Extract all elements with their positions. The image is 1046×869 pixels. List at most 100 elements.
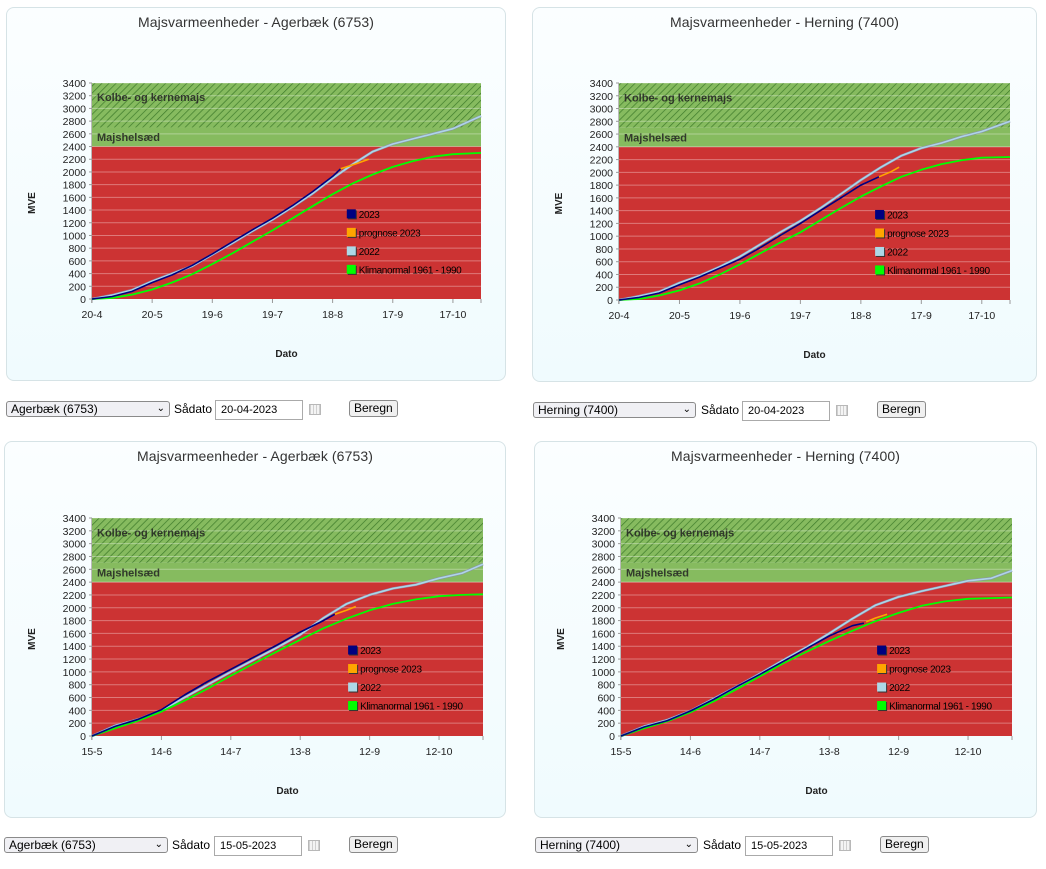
x-tick-label: 20-5 (669, 310, 690, 322)
legend-swatch-prognose-2023 (348, 664, 358, 674)
y-tick-label: 0 (80, 294, 86, 306)
legend-swatch-prognose-2023 (877, 664, 887, 674)
chevron-down-icon: ⌄ (154, 839, 163, 850)
series-line-prognose-2023 (334, 605, 357, 615)
chart-agerbaek-may: Kolbe- og kernemajs Majshelsæd 02004006008… (27, 513, 484, 797)
station-select[interactable]: Herning (7400) ⌄ (535, 837, 698, 853)
series-line-2023 (620, 622, 865, 737)
y-tick-label: 1200 (592, 654, 616, 666)
y-tick-label: 800 (68, 243, 86, 255)
legend-swatch-2023 (877, 645, 887, 655)
legend-label: prognose 2023 (360, 665, 422, 676)
zone-kolbe-og-kernemajs (619, 83, 1010, 128)
controls-panel-2: Herning (7400) ⌄ Sådato 20-04-2023 Beregn (533, 401, 1033, 422)
y-tick-label: 2200 (592, 590, 616, 602)
y-tick-label: 0 (80, 731, 86, 743)
series-line-prognose-2023 (878, 166, 900, 178)
y-axis-label: MVE (554, 192, 565, 214)
series-line-2023 (618, 176, 880, 301)
legend-swatch-prognose-2023 (346, 227, 356, 237)
series-line-klimanormal-1961-1990 (91, 152, 482, 300)
y-tick-label: 2800 (590, 116, 614, 128)
legend-label: prognose 2023 (359, 228, 421, 239)
y-tick-label: 800 (68, 680, 86, 692)
x-tick-label: 13-8 (290, 746, 311, 758)
legend-label: 2023 (887, 210, 908, 221)
sow-date-input[interactable]: 20-04-2023 (215, 400, 303, 420)
y-tick-label: 1600 (63, 192, 87, 204)
y-tick-label: 2600 (592, 564, 616, 576)
legend-swatch-klimanormal-1961-1990 (875, 265, 885, 275)
y-tick-label: 1600 (590, 193, 614, 205)
calculate-button[interactable]: Beregn (349, 836, 398, 853)
y-tick-label: 1200 (63, 218, 87, 230)
y-tick-label: 2600 (63, 564, 87, 576)
legend-label: Klimanormal 1961 - 1990 (360, 702, 463, 713)
station-select[interactable]: Agerbæk (6753) ⌄ (4, 837, 168, 853)
y-tick-label: 2000 (592, 603, 616, 615)
y-tick-label: 400 (68, 269, 86, 281)
y-tick-label: 3400 (63, 78, 87, 90)
zone-label: Kolbe- og kernemajs (97, 92, 205, 104)
chart-title: Majsvarmeenheder - Herning (7400) (671, 448, 900, 464)
y-tick-label: 1200 (63, 654, 87, 666)
sow-date-input[interactable]: 20-04-2023 (742, 401, 830, 421)
calculate-button[interactable]: Beregn (349, 400, 398, 417)
legend-swatch-klimanormal-1961-1990 (877, 701, 887, 711)
calculate-button[interactable]: Beregn (877, 401, 926, 418)
zone-not-ready (621, 582, 1012, 736)
chart-agerbaek-apr: Kolbe- og kernemajs Majshelsæd 02004006008… (27, 78, 482, 360)
x-tick-label: 18-8 (322, 309, 343, 321)
y-tick-label: 600 (595, 257, 613, 269)
y-tick-label: 2000 (63, 603, 87, 615)
station-value: Agerbæk (6753) (11, 402, 98, 416)
legend-label: 2022 (889, 683, 910, 694)
legend-label: Klimanormal 1961 - 1990 (889, 702, 992, 713)
calendar-icon[interactable] (839, 840, 851, 851)
x-tick-label: 15-5 (610, 746, 631, 758)
legend-swatch-2022 (877, 682, 887, 692)
legend-swatch-2023 (348, 645, 358, 655)
calculate-button[interactable]: Beregn (880, 836, 929, 853)
zone-kolbe-og-kernemajs (621, 518, 1012, 563)
series-line-klimanormal-1961-1990 (91, 593, 484, 737)
chart-herning-apr: Kolbe- og kernemajs Majshelsæd 02004006008… (554, 78, 1011, 361)
y-tick-label: 800 (597, 680, 615, 692)
zone-kolbe-og-kernemajs (92, 518, 483, 563)
calendar-icon[interactable] (308, 840, 320, 851)
sow-date-input[interactable]: 15-05-2023 (745, 836, 833, 856)
y-tick-label: 1000 (63, 230, 87, 242)
x-tick-label: 17-10 (968, 310, 995, 322)
calendar-icon[interactable] (309, 404, 321, 415)
legend-swatch-klimanormal-1961-1990 (346, 264, 356, 274)
x-tick-label: 20-4 (81, 309, 102, 321)
chevron-down-icon: ⌄ (682, 404, 691, 415)
legend-swatch-prognose-2023 (875, 228, 885, 238)
y-tick-label: 200 (597, 718, 615, 730)
y-tick-label: 2400 (63, 577, 87, 589)
sow-date-input[interactable]: 15-05-2023 (214, 836, 302, 856)
station-select[interactable]: Agerbæk (6753) ⌄ (6, 401, 170, 417)
x-tick-label: 14-6 (151, 746, 172, 758)
y-tick-label: 3000 (590, 104, 614, 116)
zone-label: Kolbe- og kernemajs (624, 92, 732, 104)
calendar-icon[interactable] (836, 405, 848, 416)
y-tick-label: 1600 (63, 628, 87, 640)
station-select[interactable]: Herning (7400) ⌄ (533, 402, 696, 418)
x-axis-label: Dato (805, 786, 827, 797)
chart-card-agerbaek-apr: Majsvarmeenheder - Agerbæk (6753) Kolbe-… (6, 7, 506, 381)
y-tick-label: 2400 (592, 577, 616, 589)
chart-card-herning-apr: Majsvarmeenheder - Herning (7400) Kolbe-… (532, 7, 1037, 382)
y-tick-label: 1800 (63, 180, 87, 192)
legend-swatch-klimanormal-1961-1990 (348, 701, 358, 711)
x-tick-label: 12-9 (888, 746, 909, 758)
legend-label: Klimanormal 1961 - 1990 (359, 265, 462, 276)
y-tick-label: 2200 (63, 590, 87, 602)
y-tick-label: 1800 (592, 616, 616, 628)
zone-label: Majshelsæd (626, 568, 689, 580)
chevron-down-icon: ⌄ (684, 839, 693, 850)
zone-majshels-d (92, 562, 483, 583)
zone-label: Majshelsæd (97, 132, 160, 144)
y-tick-label: 3400 (63, 513, 87, 525)
controls-panel-3: Agerbæk (6753) ⌄ Sådato 15-05-2023 Beregn (4, 836, 504, 857)
